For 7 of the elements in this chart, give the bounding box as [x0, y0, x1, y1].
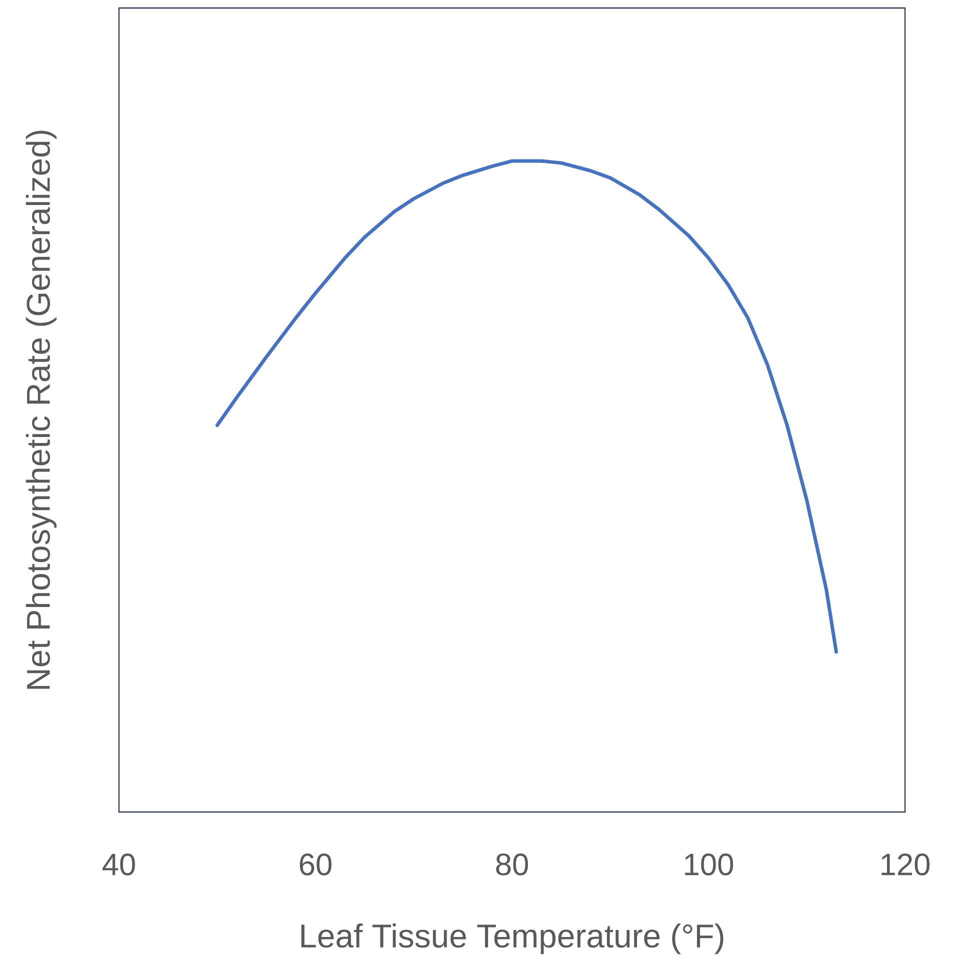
x-tick-label: 60 [300, 854, 332, 876]
x-tick-label: 40 [102, 854, 135, 876]
x-tick-label: 80 [496, 854, 528, 876]
x-axis-title: Leaf Tissue Temperature (°F) [301, 924, 724, 954]
y-axis-title: Net Photosynthetic Rate (Generalized) [26, 130, 57, 689]
x-tick-label: 100 [685, 854, 734, 876]
x-tick-label: 120 [882, 854, 930, 876]
